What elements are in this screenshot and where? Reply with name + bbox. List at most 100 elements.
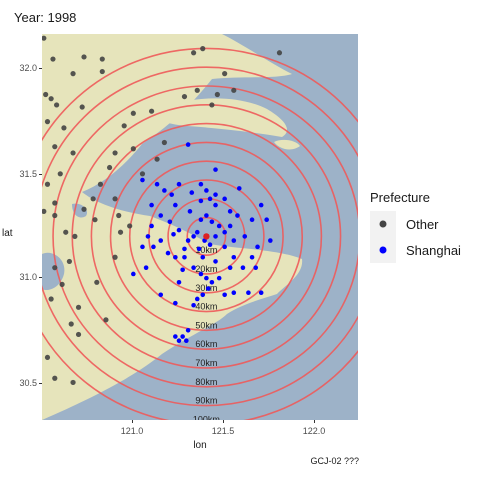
shanghai-point [158, 238, 164, 243]
other-point [130, 146, 136, 152]
other-point [139, 171, 146, 177]
shanghai-point [213, 167, 218, 172]
ring-label: 70km [195, 358, 217, 368]
legend-item-other[interactable]: Other [370, 211, 461, 237]
other-point [75, 331, 82, 338]
other-point [61, 125, 67, 131]
shanghai-point [176, 279, 182, 285]
shanghai-point [227, 209, 233, 214]
other-point [44, 354, 51, 361]
legend-item-shanghai[interactable]: Shanghai [370, 237, 461, 263]
other-point [57, 171, 63, 177]
land-mass [42, 34, 303, 420]
other-point [42, 35, 47, 41]
shanghai-point [180, 267, 185, 273]
other-point [106, 164, 113, 171]
shanghai-point [191, 302, 196, 308]
other-point [44, 181, 51, 187]
other-point [103, 317, 109, 323]
shanghai-point [176, 227, 182, 233]
shanghai-point [268, 238, 273, 243]
shanghai-point [158, 292, 164, 298]
shanghai-point [249, 254, 255, 260]
shanghai-point [198, 181, 204, 187]
shanghai-point [253, 265, 259, 270]
other-point [99, 56, 105, 62]
shanghai-point [207, 242, 213, 248]
x-tick-label: 121.0 [120, 426, 144, 436]
shanghai-point [209, 279, 215, 285]
dot-icon [379, 220, 387, 228]
other-point [148, 108, 155, 114]
shanghai-point [149, 202, 154, 208]
other-point [112, 150, 118, 156]
other-point [222, 71, 228, 77]
shanghai-point [198, 271, 204, 277]
shanghai-point [216, 223, 222, 229]
shanghai-point [173, 202, 178, 208]
shanghai-point [255, 244, 260, 250]
other-point [42, 208, 47, 214]
other-point [112, 254, 118, 260]
shanghai-point [222, 229, 227, 235]
shanghai-point [200, 254, 206, 260]
x-tick-mark [132, 420, 133, 423]
other-point [97, 181, 104, 187]
shanghai-point [236, 186, 242, 191]
ring-label: 60km [195, 339, 217, 349]
shanghai-point [213, 259, 218, 264]
shanghai-point [140, 177, 145, 183]
shanghai-point [213, 192, 218, 197]
other-point [59, 281, 65, 287]
shanghai-point [204, 213, 209, 218]
other-point [72, 233, 78, 239]
map-panel[interactable]: 10km20km30km40km50km60km70km80km90km100k… [42, 34, 358, 420]
other-point [161, 139, 167, 146]
other-point [48, 296, 54, 302]
other-point [50, 56, 56, 62]
y-tick-label: 30.5 [19, 378, 37, 388]
shanghai-point [198, 198, 204, 204]
y-tick-mark [39, 383, 42, 384]
y-tick-label: 32.0 [19, 63, 37, 73]
x-tick-label: 122.0 [302, 426, 326, 436]
shanghai-point [249, 217, 255, 222]
x-tick-mark [223, 420, 224, 423]
chongming-island [158, 98, 287, 137]
other-point [52, 375, 58, 381]
center-marker [203, 233, 210, 240]
other-point [154, 156, 160, 162]
other-point [121, 123, 127, 129]
distance-ring [42, 47, 358, 420]
ring-label: 40km [195, 302, 217, 312]
legend: Prefecture Other Shanghai [370, 190, 461, 263]
shanghai-point [222, 292, 227, 298]
shanghai-point [173, 300, 178, 306]
map-plot[interactable]: 10km20km30km40km50km60km70km80km90km100k… [42, 34, 358, 420]
y-tick-label: 31.5 [19, 169, 37, 179]
lake [42, 252, 65, 291]
shanghai-point [167, 219, 173, 225]
other-point [68, 321, 74, 327]
shanghai-point [240, 265, 246, 270]
ring-label: 10km [195, 245, 217, 255]
shanghai-point [207, 196, 213, 202]
other-point [94, 279, 100, 285]
shanghai-point [205, 286, 211, 291]
shanghai-point [185, 142, 191, 147]
y-tick-label: 31.0 [19, 272, 37, 282]
other-point [92, 217, 98, 223]
shanghai-point [151, 244, 156, 250]
other-point [117, 229, 124, 235]
shanghai-point [149, 223, 154, 229]
shanghai-point [242, 234, 248, 239]
other-point [48, 96, 54, 102]
shanghai-point [131, 271, 136, 277]
shanghai-point [213, 202, 218, 208]
shanghai-point [227, 265, 233, 270]
shanghai-point [231, 238, 237, 243]
shanghai-point [143, 265, 149, 270]
other-point [79, 104, 85, 110]
distance-ring [71, 104, 342, 369]
shanghai-point [204, 275, 209, 281]
